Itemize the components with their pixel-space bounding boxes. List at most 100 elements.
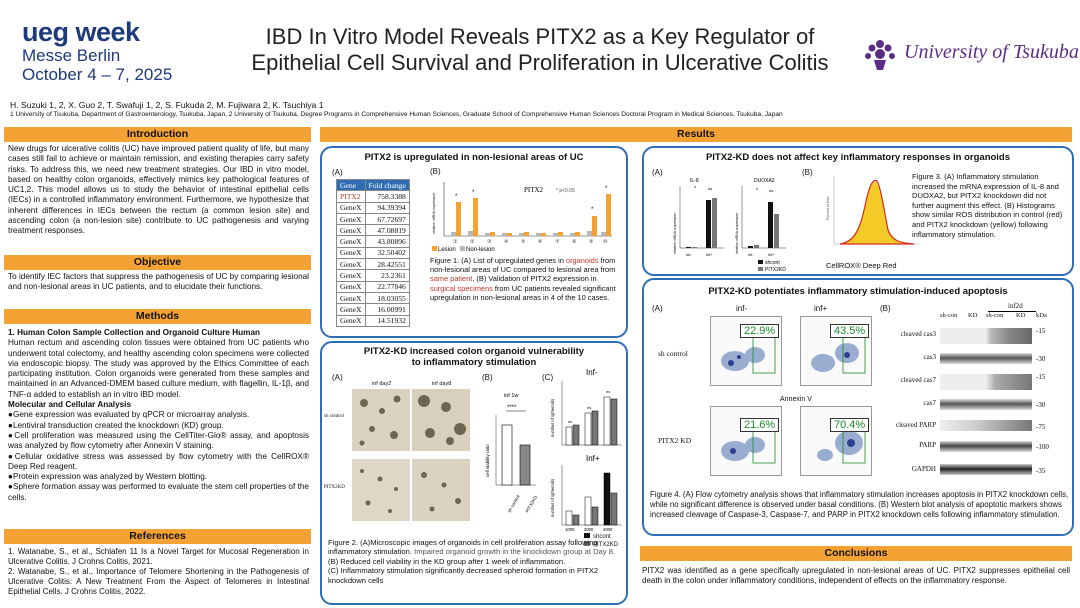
il8-duoxa2-chart: IL-8 DUOXA2 relative mRNA expression rel… (673, 178, 786, 273)
apoptosis-percent: 21.6% (740, 418, 780, 432)
bar-nonlesion (541, 233, 546, 236)
figure-4-title: PITX2-KD potentiates inflammatory stimul… (708, 286, 1008, 297)
results-heading: Results (320, 127, 1072, 142)
bar-nonlesion (456, 202, 461, 236)
row-label-kd: PITX2KD (324, 485, 345, 490)
bars-group (451, 194, 611, 236)
flow-plot-kd-inf-minus (710, 406, 782, 476)
chart-title: PITX2 (524, 186, 544, 194)
svg-text:⑨: ⑨ (589, 239, 594, 245)
legend-item-kd: PITX2KD (584, 541, 618, 549)
sig-star: * (694, 186, 696, 192)
methods-paragraph-1: Human rectum and ascending colon tissues… (8, 338, 309, 399)
bar-lesion (553, 233, 558, 236)
xtick: inf- (748, 252, 754, 257)
microscopy-header-day2: inf day2 (372, 381, 392, 387)
logo-dates: October 4 – 7, 2025 (22, 65, 173, 84)
western-blot: inf2d sh-con KD sh-con KD kDa cleaved ca… (884, 302, 1070, 484)
col-header-inf-plus: inf+ (814, 304, 828, 313)
spheroid-chart: Inf- ns ns ns number of spheroids Inf+ num… (550, 368, 622, 532)
figure-1-caption: Figure 1. (A) List of upregulated genes … (430, 256, 616, 302)
significance-marks: * * * * (455, 186, 608, 213)
wb-row-cas3: cas3 -30 (923, 353, 1046, 364)
svg-text:③: ③ (487, 239, 492, 245)
authors: H. Suzuki 1, 2, X. Guo 2, T. Swafuji 1, … (10, 100, 324, 110)
il8-title: IL-8 (690, 178, 699, 184)
logo-main: ueg week (22, 17, 140, 47)
table-row: GeneX 32.50402 (336, 246, 410, 260)
bar-lesion (468, 231, 473, 236)
svg-text:⑦: ⑦ (555, 239, 560, 245)
xtick: PITX2KD (525, 494, 538, 513)
bar-lesion (536, 233, 541, 236)
introduction-heading: Introduction (4, 127, 311, 142)
legend-item-shcont: shcont (584, 533, 618, 541)
figure-4-caption: Figure 4. (A) Flow cytometry analysis sh… (650, 490, 1069, 520)
xtick: sh control (507, 494, 521, 513)
figure-3-caption: Figure 3. (A) Inflammatory stimulation i… (912, 172, 1063, 239)
legend-shcont: shcont (765, 260, 780, 266)
methods-bullet: ●Cellular oxidative stress was assessed … (8, 451, 309, 471)
objective-text: To identify IEC factors that suppress th… (8, 272, 309, 292)
table-row: GeneX 67.72697 (336, 212, 410, 226)
svg-text:①: ① (453, 239, 458, 245)
table-header: Gene Fold change (336, 178, 410, 192)
logo-city: Messe Berlin (22, 46, 121, 65)
affiliations: 1 University of Tsukuba, Department of G… (10, 111, 783, 118)
row-label-kd: PITX2 KD (658, 436, 692, 445)
chart-ylabel: cell viability ratio (485, 444, 490, 477)
wb-col-header: KD (1016, 312, 1026, 319)
wb-row-cleaved-cas3: cleaved cas3 -15 (884, 324, 1070, 346)
table-row: GeneX 22.77846 (336, 280, 410, 293)
svg-text:②: ② (470, 239, 475, 245)
wb-col-header: sh-con (986, 312, 1004, 319)
wb-row-parp: PARP -100 (919, 441, 1049, 452)
bar-lesion (502, 233, 507, 236)
figure-4-panel: PITX2-KD potentiates inflammatory stimul… (642, 278, 1074, 536)
table-row: GeneX 94.39394 (336, 201, 410, 214)
wb-row-cleaved-cas7: cleaved cas7 -15 (884, 370, 1070, 392)
bar-nonlesion (592, 216, 597, 236)
svg-text:*: * (455, 194, 458, 200)
legend-nonlesion: Non-lesion (466, 247, 495, 253)
apoptosis-percent: 43.5% (830, 324, 870, 338)
bar-lesion (601, 232, 606, 236)
panel-label: (B) (482, 373, 493, 382)
spheroid-legend: shcont PITX2KD (584, 533, 618, 549)
panel-label: (C) (542, 373, 554, 382)
col-header-inf-minus: inf- (736, 304, 748, 313)
bar-lesion (519, 233, 524, 236)
title-line-2: Epithelial Cell Survival and Proliferati… (251, 50, 829, 75)
table-row: GeneX 47.08819 (336, 224, 410, 237)
bar-nonlesion (575, 232, 580, 236)
sig-ns: ns (769, 188, 773, 193)
svg-text:ns: ns (568, 419, 572, 424)
wb-row-cleaved-parp: cleaved PARP -75 (896, 420, 1046, 431)
svg-text:⑩: ⑩ (603, 239, 608, 245)
svg-text:*: * (605, 186, 608, 192)
cell-viability-chart: inf 1w **** cell viability ratio sh cont… (485, 393, 538, 514)
panel-label: (B) (430, 167, 441, 176)
ros-histogram: Percent of Max (826, 176, 918, 245)
table-row: GeneX 14.51932 (336, 314, 410, 327)
methods-bullet: ●Gene expression was evaluated by qPCR o… (8, 410, 250, 420)
university-name: University of Tsukuba (904, 41, 1079, 63)
xtick: inf- (686, 252, 692, 257)
wb-col-header: sh-con (940, 312, 958, 319)
figure-2-caption: Figure 2. (A)Microscopic images of organ… (328, 538, 616, 585)
bar-nonlesion (507, 233, 512, 236)
microscopy-header-day8: inf day8 (432, 381, 452, 387)
apoptosis-percent: 22.9% (740, 324, 780, 338)
figure-1-title: PITX2 is upregulated in non-lesional are… (364, 152, 584, 163)
bar-lesion (485, 233, 490, 236)
legend-lesion: Lesion (438, 247, 456, 253)
panel-label: (A) (332, 373, 343, 382)
methods-bullet: ●Protein expression was analyzed by West… (8, 472, 208, 482)
table-row: GeneX 18.03055 (336, 291, 410, 305)
chart-ylabel: relative mRNA expression (432, 193, 436, 234)
chart-ylabel: relative mRNA expression (673, 213, 677, 254)
title-line-1: IBD In Vitro Model Reveals PITX2 as a Ke… (265, 24, 815, 49)
panel-label: (B) (802, 168, 813, 177)
figure-1-panel: PITX2 is upregulated in non-lesional are… (320, 146, 628, 338)
methods-subheading-1: 1. Human Colon Sample Collection and Org… (8, 328, 261, 337)
